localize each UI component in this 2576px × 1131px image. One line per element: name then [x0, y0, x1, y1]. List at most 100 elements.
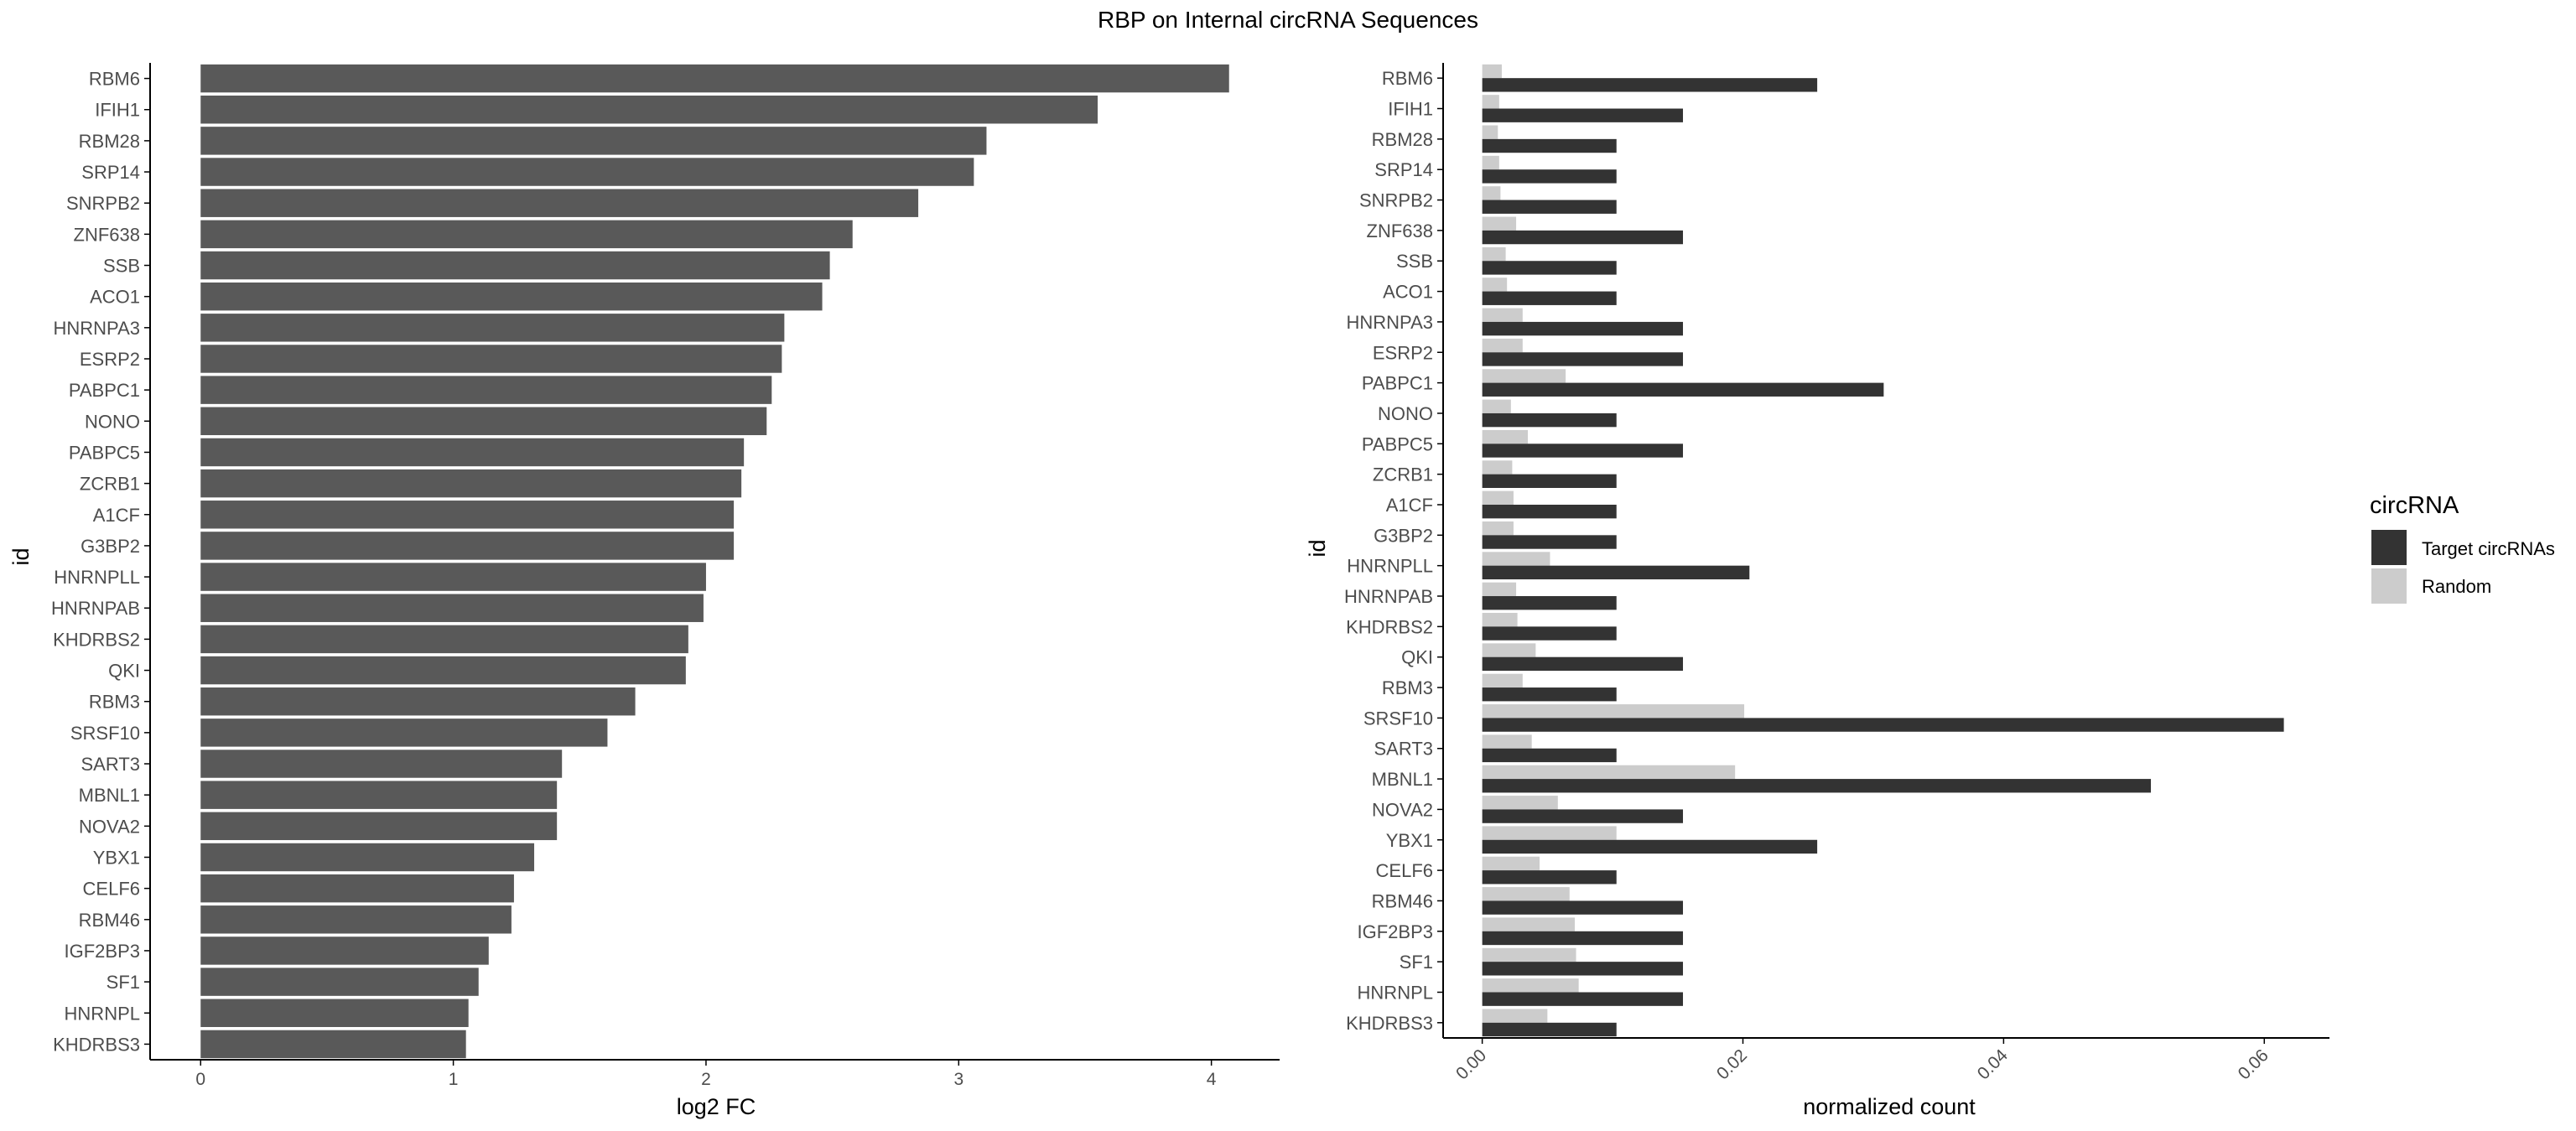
y-tick-label: NOVA2 — [79, 816, 140, 837]
y-tick-label: RBM6 — [89, 69, 140, 90]
y-tick-label: ZNF638 — [1367, 220, 1433, 241]
bar-random-KHDRBS2 — [1482, 613, 1518, 627]
left-y-axis-title: id — [8, 547, 34, 565]
bar-RBM46 — [200, 905, 512, 934]
bar-random-SRP14 — [1482, 155, 1499, 170]
bar-random-RBM6 — [1482, 64, 1502, 79]
bar-ESRP2 — [200, 345, 782, 373]
y-tick-label: HNRNPAB — [1344, 586, 1433, 607]
y-tick-label: SSB — [1396, 251, 1433, 272]
bar-IFIH1 — [200, 96, 1098, 124]
bar-ZNF638 — [200, 220, 853, 249]
bar-target-NONO — [1482, 412, 1617, 428]
x-tick-label: 0.00 — [1452, 1045, 1490, 1083]
bar-G3BP2 — [200, 532, 735, 560]
bar-target-SF1 — [1482, 962, 1684, 976]
bar-random-SRSF10 — [1482, 704, 1745, 719]
y-tick-label: SSB — [103, 256, 140, 277]
bar-PABPC1 — [200, 376, 772, 404]
bar-SNRPB2 — [200, 189, 919, 217]
bar-HNRNPA3 — [200, 314, 785, 342]
y-tick-label: SRP14 — [1374, 159, 1433, 180]
bar-target-RBM28 — [1482, 138, 1617, 153]
bar-random-A1CF — [1482, 490, 1514, 505]
bar-random-RBM28 — [1482, 125, 1498, 139]
bar-target-SNRPB2 — [1482, 200, 1617, 214]
y-tick-label: KHDRBS2 — [53, 629, 140, 650]
bar-target-RBM46 — [1482, 900, 1684, 915]
y-tick-label: SART3 — [1374, 739, 1433, 760]
y-tick-label: HNRNPLL — [54, 567, 140, 588]
bar-target-HNRNPAB — [1482, 596, 1617, 610]
bar-target-HNRNPLL — [1482, 565, 1750, 580]
y-tick-label: HNRNPL — [1358, 982, 1433, 1003]
bar-PABPC5 — [200, 438, 745, 467]
bar-target-MBNL1 — [1482, 779, 2152, 793]
y-tick-label: CELF6 — [83, 879, 140, 900]
y-tick-label: A1CF — [93, 505, 140, 526]
y-tick-label: PABPC5 — [1362, 433, 1433, 454]
left-x-axis-title: log2 FC — [677, 1094, 756, 1119]
bar-random-SART3 — [1482, 734, 1532, 749]
bar-random-HNRNPAB — [1482, 582, 1517, 597]
bar-target-ACO1 — [1482, 291, 1617, 305]
y-tick-label: RBM28 — [79, 131, 140, 152]
bar-target-PABPC5 — [1482, 444, 1684, 458]
y-tick-label: PABPC5 — [69, 442, 140, 463]
y-tick-label: ZCRB1 — [80, 474, 140, 495]
bar-target-ZCRB1 — [1482, 474, 1617, 488]
bar-random-NOVA2 — [1482, 796, 1558, 810]
bar-target-RBM6 — [1482, 78, 1818, 92]
y-tick-label: MBNL1 — [1372, 769, 1433, 790]
y-tick-label: ACO1 — [90, 287, 140, 308]
bar-RBM3 — [200, 687, 636, 716]
bar-IGF2BP3 — [200, 936, 489, 965]
y-tick-label: YBX1 — [93, 847, 140, 868]
bar-random-ESRP2 — [1482, 338, 1523, 353]
bar-KHDRBS3 — [200, 1030, 466, 1059]
x-tick-label: 3 — [953, 1070, 963, 1089]
x-tick-label: 0.06 — [2235, 1045, 2272, 1083]
bar-target-HNRNPA3 — [1482, 321, 1684, 336]
legend: circRNA Target circRNAs Random — [2370, 492, 2555, 604]
bar-SF1 — [200, 968, 479, 996]
right-panel-normalized-count: RBM6 IFIH1 RBM28 SRP14 SNRPB2 ZNF638 SSB ACO1 HN… — [1344, 63, 2329, 1083]
y-tick-label: SF1 — [106, 972, 140, 993]
chart-title: RBP on Internal circRNA Sequences — [1098, 7, 1478, 33]
bar-target-ZNF638 — [1482, 230, 1684, 245]
bar-CELF6 — [200, 874, 514, 903]
bar-random-NONO — [1482, 399, 1511, 413]
right-y-axis-title: id — [1305, 539, 1330, 557]
bar-target-IGF2BP3 — [1482, 931, 1684, 946]
y-tick-label: SRSF10 — [1363, 708, 1433, 729]
y-tick-label: ESRP2 — [80, 349, 140, 370]
y-tick-label: YBX1 — [1386, 830, 1433, 851]
bar-RBM6 — [200, 64, 1229, 93]
y-tick-label: MBNL1 — [79, 785, 140, 806]
bar-target-CELF6 — [1482, 870, 1617, 885]
y-tick-label: KHDRBS3 — [1346, 1013, 1433, 1034]
bar-A1CF — [200, 501, 735, 529]
bar-target-NOVA2 — [1482, 809, 1684, 823]
bar-ZCRB1 — [200, 469, 742, 498]
legend-key-random — [2371, 568, 2407, 604]
y-tick-label: A1CF — [1386, 495, 1433, 516]
y-tick-label: IGF2BP3 — [1358, 921, 1433, 942]
bar-HNRNPL — [200, 999, 469, 1027]
bar-target-QKI — [1482, 656, 1684, 672]
bar-random-ZNF638 — [1482, 216, 1517, 231]
y-tick-label: QKI — [1401, 647, 1433, 668]
x-tick-label: 2 — [701, 1070, 711, 1089]
bar-target-ESRP2 — [1482, 352, 1684, 366]
y-tick-label: KHDRBS3 — [53, 1034, 140, 1055]
bar-random-ZCRB1 — [1482, 460, 1513, 475]
y-tick-label: SART3 — [80, 754, 140, 775]
y-tick-label: HNRNPL — [65, 1003, 140, 1024]
y-tick-label: HNRNPLL — [1347, 556, 1433, 577]
bar-target-RBM3 — [1482, 687, 1617, 702]
bar-random-SNRPB2 — [1482, 186, 1501, 200]
y-tick-label: SNRPB2 — [66, 193, 140, 214]
x-tick-label: 0.02 — [1713, 1045, 1751, 1083]
